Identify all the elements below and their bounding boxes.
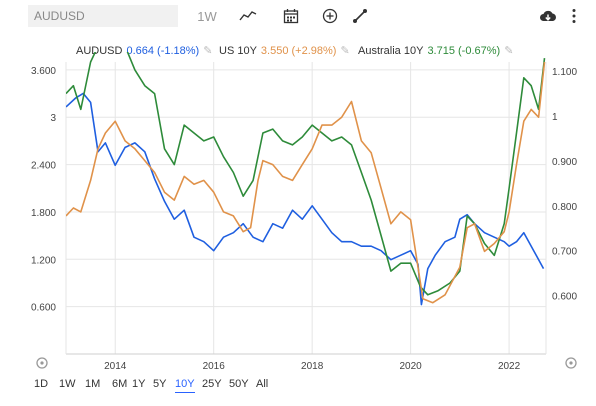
x-axis: 2014 2016 2018 2020 2022 bbox=[104, 361, 521, 372]
legend-item-audusd[interactable]: AUDUSD 0.664 (-1.18%) ✎ bbox=[76, 44, 213, 58]
line-style-button[interactable] bbox=[236, 4, 260, 28]
left-tick-label: 1.200 bbox=[31, 255, 56, 266]
period-button-50y[interactable]: 50Y bbox=[229, 378, 249, 390]
legend-name: Australia 10Y bbox=[358, 44, 424, 57]
download-button[interactable] bbox=[536, 4, 560, 28]
period-button-1y[interactable]: 1Y bbox=[132, 378, 146, 390]
interval-selector[interactable]: 1W bbox=[192, 4, 222, 28]
legend-item-us10y[interactable]: US 10Y 3.550 (+2.98%) ✎ bbox=[219, 44, 350, 58]
grid-layer bbox=[65, 62, 547, 355]
x-tick-label: 2016 bbox=[203, 361, 226, 372]
right-tick-label: 0.800 bbox=[552, 202, 577, 213]
add-compare-button[interactable] bbox=[318, 4, 342, 28]
left-tick-label: 2.400 bbox=[31, 161, 56, 172]
period-button-1m[interactable]: 1M bbox=[85, 378, 101, 390]
legend-value: 0.664 (-1.18%) bbox=[126, 44, 200, 57]
left-tick-label: 3.600 bbox=[31, 66, 56, 77]
x-tick-label: 2014 bbox=[104, 361, 127, 372]
gear-icon bbox=[565, 357, 577, 369]
left-axis: 0.600 1.200 1.800 2.400 3 3.600 bbox=[31, 66, 56, 314]
period-button-all[interactable]: All bbox=[256, 378, 269, 390]
x-tick-label: 2018 bbox=[301, 361, 324, 372]
gear-icon-center bbox=[40, 361, 44, 365]
x-tick-label: 2020 bbox=[399, 361, 422, 372]
chart-toolbar: AUDUSD 1W bbox=[0, 0, 596, 34]
period-button-5y[interactable]: 5Y bbox=[153, 378, 167, 390]
calendar-button[interactable] bbox=[279, 4, 303, 28]
left-axis-settings-button[interactable] bbox=[36, 357, 48, 369]
left-tick-label: 3 bbox=[50, 113, 56, 124]
right-tick-label: 0.900 bbox=[552, 157, 577, 168]
add-compare-icon bbox=[322, 8, 338, 24]
period-button-1w[interactable]: 1W bbox=[59, 378, 76, 390]
right-tick-label: 0.700 bbox=[552, 247, 577, 258]
pencil-icon[interactable]: ✎ bbox=[504, 45, 514, 57]
period-button-10y[interactable]: 10Y bbox=[175, 378, 195, 393]
legend-item-australia10y[interactable]: Australia 10Y 3.715 (-0.67%) ✎ bbox=[358, 44, 514, 58]
gear-icon bbox=[36, 357, 48, 369]
period-button-25y[interactable]: 25Y bbox=[202, 378, 222, 390]
right-tick-label: 1.100 bbox=[552, 67, 577, 78]
series-layer bbox=[66, 52, 546, 306]
period-button-6m[interactable]: 6M bbox=[112, 378, 128, 390]
more-icon bbox=[572, 9, 576, 23]
legend-name: US 10Y bbox=[219, 44, 257, 57]
line-style-icon bbox=[239, 11, 257, 21]
legend-value: 3.550 (+2.98%) bbox=[260, 44, 337, 57]
pencil-icon[interactable]: ✎ bbox=[340, 45, 350, 57]
symbol-search-input[interactable]: AUDUSD bbox=[28, 5, 178, 27]
series-line-us-10y bbox=[66, 61, 546, 304]
pencil-icon[interactable]: ✎ bbox=[203, 45, 213, 57]
gear-icon-center bbox=[569, 361, 573, 365]
more-options-button[interactable] bbox=[566, 4, 582, 28]
right-tick-label: 1 bbox=[552, 112, 558, 123]
right-tick-label: 0.600 bbox=[552, 292, 577, 303]
period-button-1d[interactable]: 1D bbox=[34, 378, 49, 390]
draw-line-button[interactable] bbox=[348, 4, 372, 28]
download-icon bbox=[540, 10, 556, 21]
legend-name: AUDUSD bbox=[76, 44, 123, 57]
series-line-australia-10y bbox=[66, 52, 546, 296]
series-line-audusd bbox=[66, 92, 545, 306]
right-axis: 0.600 0.700 0.800 0.900 1 1.100 bbox=[552, 67, 577, 303]
left-tick-label: 0.600 bbox=[31, 303, 56, 314]
right-axis-settings-button[interactable] bbox=[565, 357, 577, 369]
legend-value: 3.715 (-0.67%) bbox=[427, 44, 501, 57]
interval-label: 1W bbox=[197, 8, 217, 24]
left-tick-label: 1.800 bbox=[31, 208, 56, 219]
draw-line-icon bbox=[353, 9, 367, 23]
calendar-icon bbox=[283, 9, 299, 24]
x-tick-label: 2022 bbox=[498, 361, 521, 372]
